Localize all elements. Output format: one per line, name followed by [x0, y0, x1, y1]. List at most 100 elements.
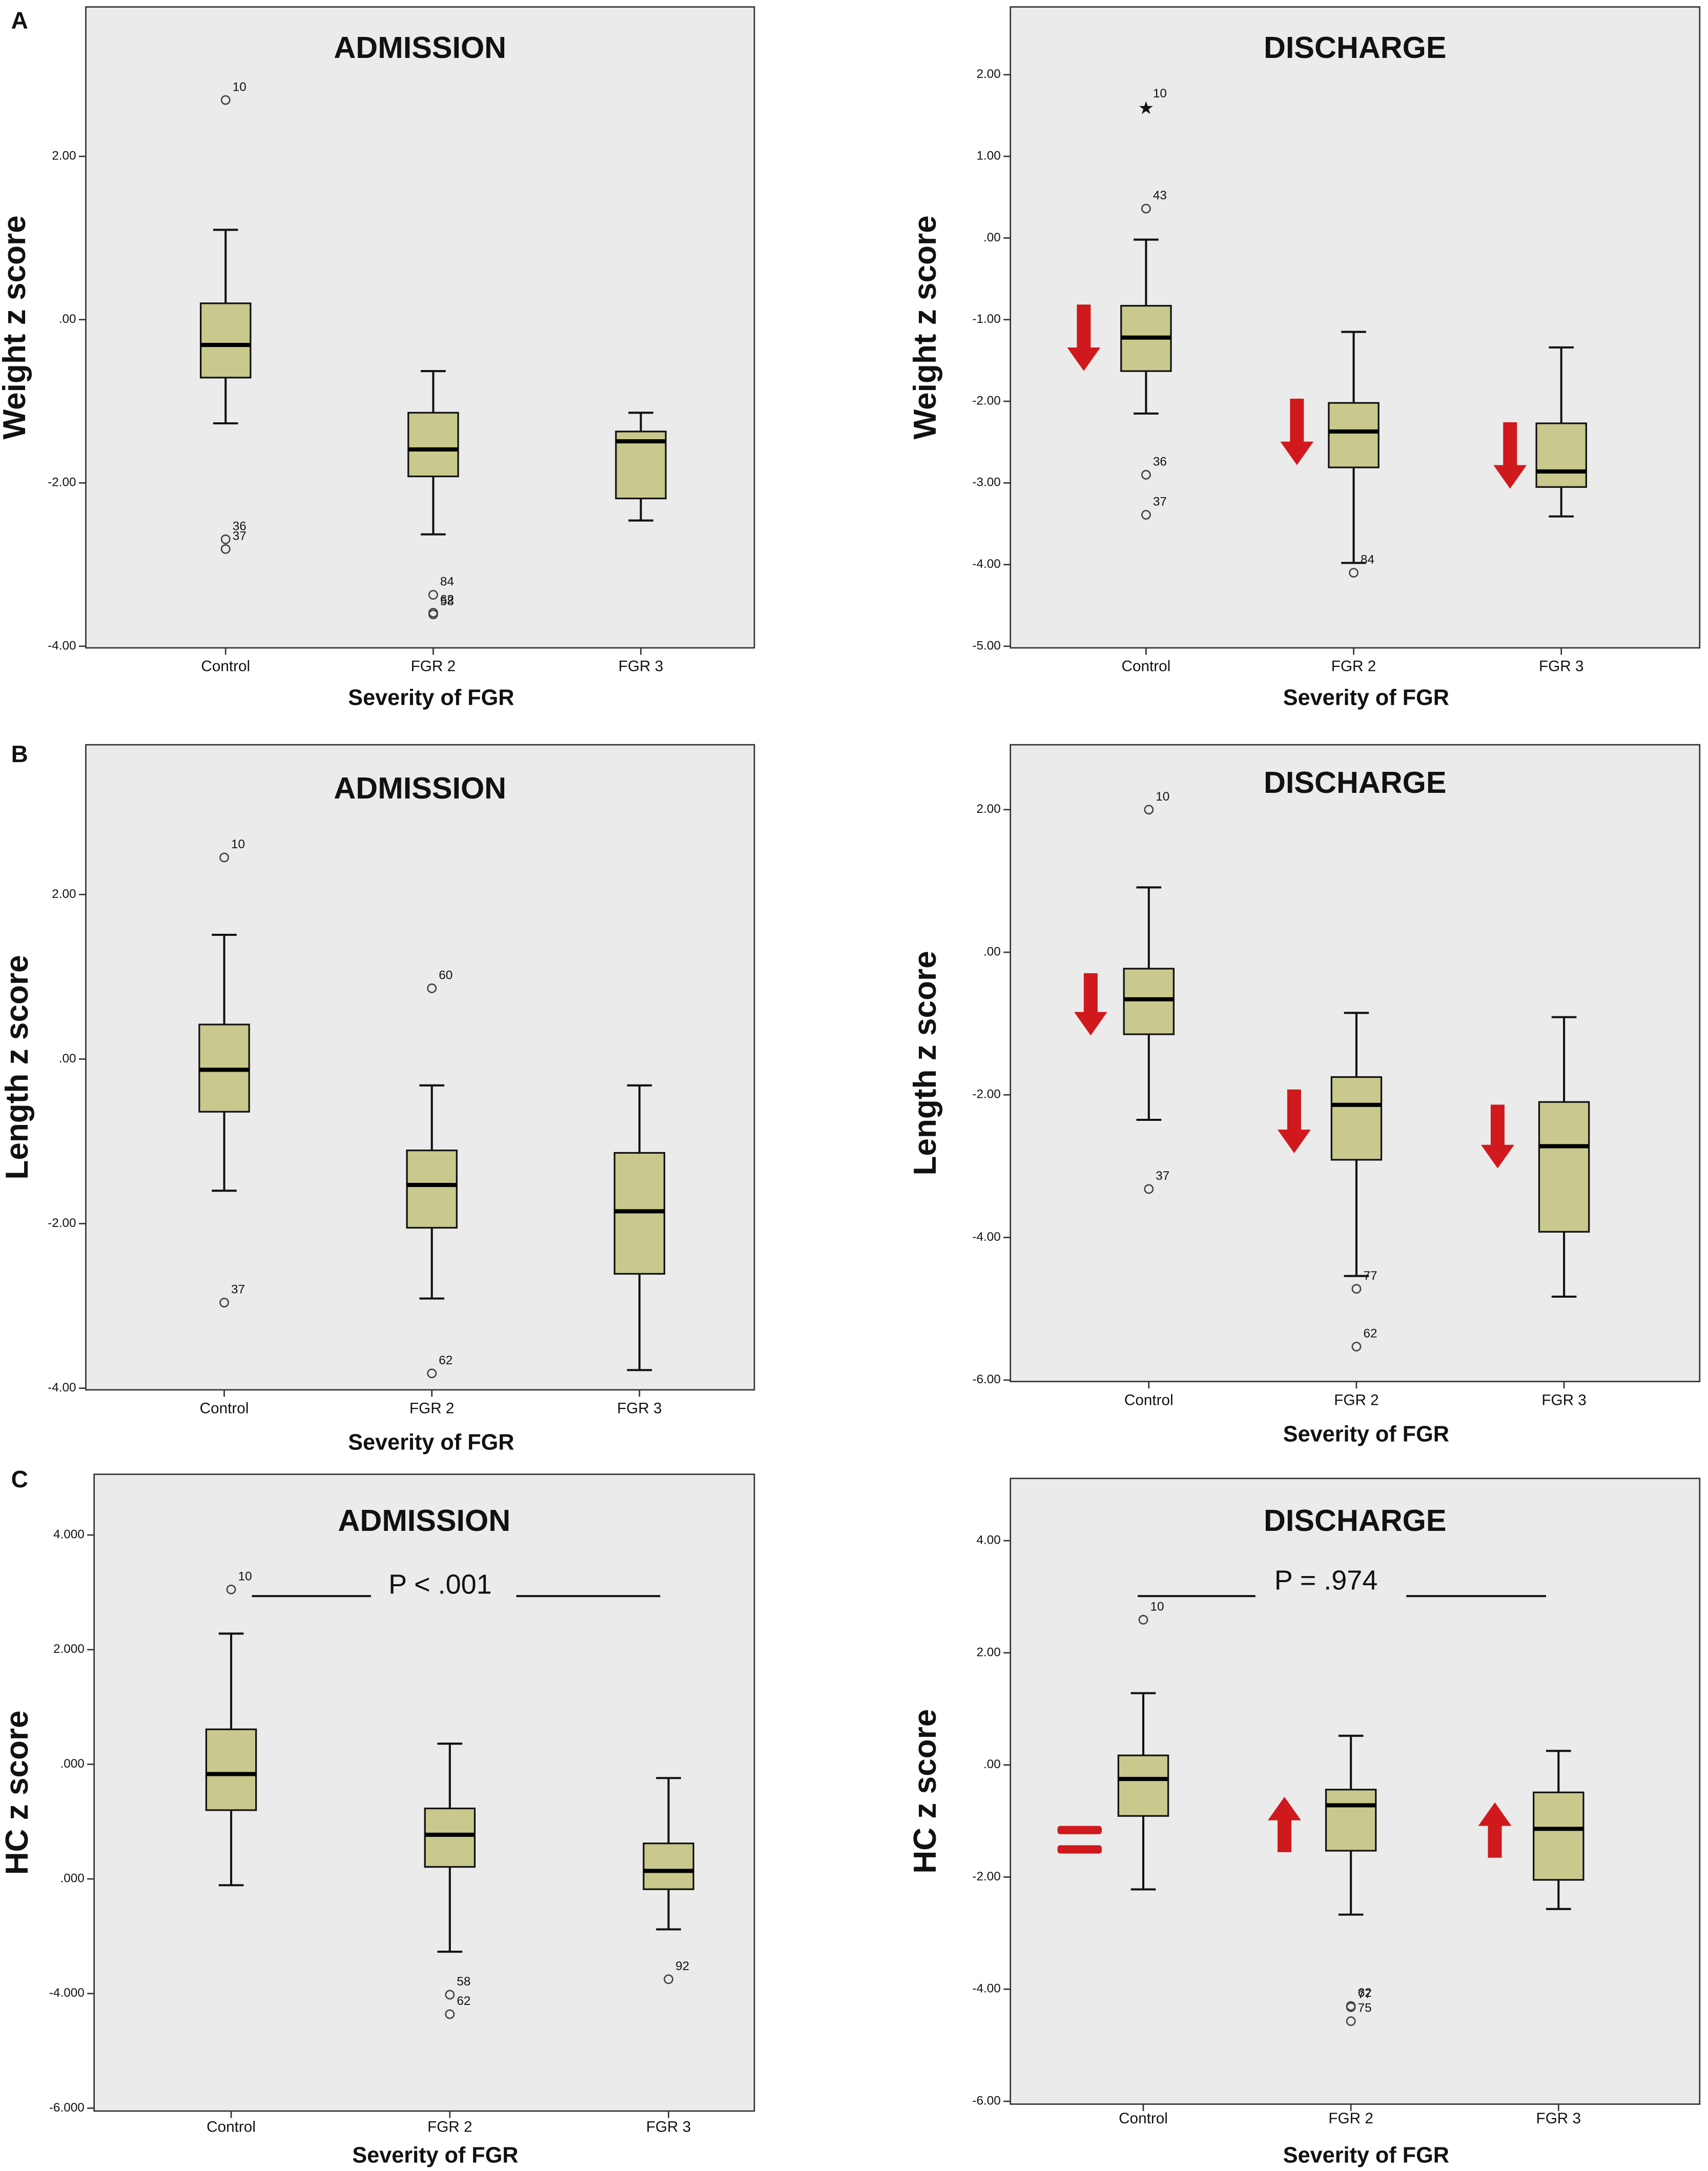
y-tick-label: -3.00: [972, 476, 1000, 489]
box-plot: 77 62: [1330, 1012, 1383, 1351]
box-plot: [1533, 1750, 1584, 1910]
outlier: [220, 534, 231, 544]
y-axis-title: Weight z score: [908, 215, 943, 439]
outlier-label: 36: [1153, 455, 1167, 468]
y-axis-title: HC z score: [908, 1709, 943, 1874]
box-plot: 10: [205, 1569, 257, 1887]
x-tick-label: Control: [1122, 658, 1171, 675]
outlier-label: 77: [1358, 1987, 1372, 2001]
x-tick-label: FGR 3: [1539, 658, 1583, 675]
y-tick-label: 4.000: [53, 1528, 85, 1542]
x-tick-label: Control: [200, 1400, 249, 1417]
outlier-label: 75: [1358, 2001, 1372, 2015]
outlier-label: 10: [1156, 790, 1169, 804]
outlier-label: 10: [233, 80, 246, 94]
outlier-label: 10: [1150, 1600, 1164, 1613]
y-tick-label: 2.000: [53, 1642, 85, 1656]
equal-sign: [1057, 1826, 1102, 1834]
box-plot: 10 37: [1123, 790, 1175, 1194]
panel-label: A: [11, 7, 28, 33]
box: [1533, 1791, 1584, 1881]
box-plot: 10: [1117, 1600, 1169, 1891]
box: [1328, 402, 1380, 468]
box: [1330, 1076, 1383, 1161]
box: [406, 1150, 458, 1229]
outlier: [226, 1584, 236, 1594]
chart-title: DISCHARGE: [1264, 30, 1446, 65]
y-tick-label: -2.00: [972, 394, 1000, 407]
outlier-label: 43: [1153, 189, 1167, 202]
x-tick-label: FGR 3: [617, 1400, 662, 1417]
outlier: [220, 544, 231, 554]
box-plot: [1535, 346, 1587, 518]
y-tick-label: 2.00: [52, 149, 76, 162]
outlier: [1349, 568, 1359, 578]
annotation: P < .001: [388, 1569, 492, 1600]
outlier: [664, 1974, 674, 1984]
plot-area: [1010, 744, 1701, 1382]
y-tick-label: .00: [59, 312, 76, 326]
box-plot: ★10 43 36 37: [1120, 87, 1172, 520]
x-tick-label: FGR 3: [646, 2118, 691, 2135]
plot-area: [85, 744, 755, 1391]
y-axis-title: Weight z score: [0, 215, 32, 439]
outlier: [219, 852, 230, 863]
y-tick-label: 1.00: [977, 149, 1001, 162]
x-tick-label: FGR 2: [1328, 2110, 1373, 2127]
outlier-label: 10: [238, 1569, 252, 1583]
outlier-label: 10: [1153, 87, 1167, 100]
x-axis-title: Severity of FGR: [1283, 2143, 1449, 2168]
y-tick-label: -5.00: [972, 639, 1000, 652]
x-tick-label: Control: [1119, 2110, 1168, 2127]
box: [643, 1842, 694, 1890]
trend-arrow: [1067, 304, 1101, 371]
y-tick-label: -2.00: [972, 1088, 1000, 1101]
outlier: [1141, 469, 1151, 480]
outlier: [1351, 1341, 1362, 1351]
outlier-label: 37: [233, 529, 246, 543]
outlier: [1144, 805, 1154, 815]
box-plot: [615, 412, 667, 522]
x-tick-label: FGR 2: [1331, 658, 1376, 675]
y-tick-label: -6.00: [972, 1373, 1000, 1386]
outlier: ★: [1138, 98, 1154, 118]
trend-arrow: [1481, 1104, 1514, 1169]
y-tick-label: .000: [60, 1872, 84, 1886]
outlier-label: 37: [1156, 1169, 1169, 1183]
annotation: P = .974: [1274, 1565, 1378, 1596]
chart-title: ADMISSION: [334, 30, 506, 65]
y-tick-label: -4.00: [972, 1982, 1000, 1996]
box: [1123, 968, 1175, 1035]
y-tick-label: 2.00: [977, 1645, 1001, 1659]
x-tick-label: FGR 2: [427, 2118, 472, 2135]
y-tick-label: -4.000: [49, 1986, 85, 2000]
y-tick-label: 4.00: [977, 1533, 1001, 1547]
y-tick-label: -1.00: [972, 312, 1000, 326]
plot-area: [93, 1473, 755, 2112]
outlier: [1346, 2016, 1356, 2026]
box-plot: [1538, 1016, 1590, 1298]
y-tick-label: .00: [983, 1757, 1001, 1771]
outlier-label: 62: [1363, 1327, 1377, 1341]
outlier: [219, 1298, 230, 1308]
outlier-label: 84: [440, 575, 454, 589]
chart-title: DISCHARGE: [1264, 1503, 1446, 1538]
outlier: [427, 1368, 437, 1379]
x-tick-label: FGR 2: [411, 658, 456, 675]
y-tick-label: -2.00: [48, 1216, 76, 1230]
y-tick-label: -6.00: [972, 2094, 1000, 2107]
y-tick-label: -4.00: [48, 639, 76, 652]
outlier: [1141, 509, 1151, 520]
y-tick-label: 2.00: [977, 802, 1001, 816]
y-tick-label: .00: [983, 231, 1001, 244]
box: [1117, 1754, 1169, 1817]
outlier: [427, 983, 437, 993]
box: [1538, 1101, 1590, 1233]
x-tick-label: FGR 3: [619, 658, 663, 675]
outlier: [445, 2009, 455, 2019]
x-tick-label: Control: [1124, 1391, 1174, 1408]
box: [1535, 422, 1587, 488]
x-tick-label: Control: [207, 2118, 256, 2135]
